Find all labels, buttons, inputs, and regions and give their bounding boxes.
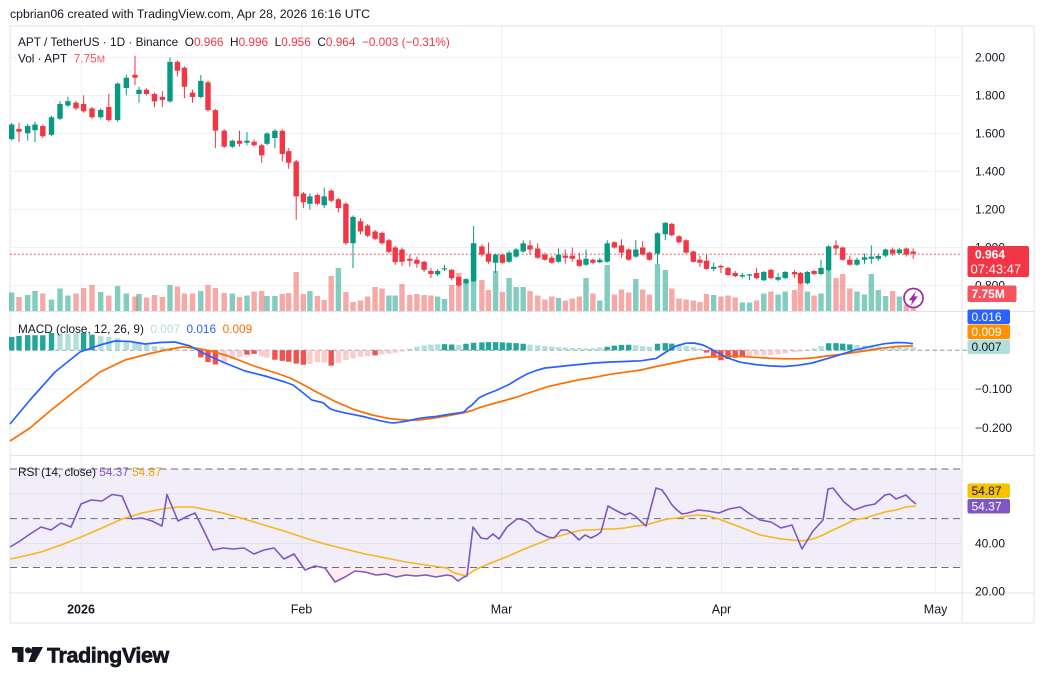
svg-text:Vol · APT 7.75M: Vol · APT 7.75M: [18, 52, 105, 66]
svg-text:0.007: 0.007: [972, 340, 1002, 354]
svg-text:APT / TetherUS · 1D · Binance: APT / TetherUS · 1D · Binance O0.966 H0.…: [18, 35, 450, 49]
svg-text:TradingView: TradingView: [47, 644, 170, 668]
svg-text:7.75M: 7.75M: [972, 287, 1005, 301]
svg-text:20.00: 20.00: [975, 585, 1005, 599]
svg-text:cpbrian06 created with Trading: cpbrian06 created with TradingView.com, …: [10, 7, 370, 21]
svg-text:1.400: 1.400: [975, 165, 1005, 179]
svg-text:1.200: 1.200: [975, 203, 1005, 217]
svg-text:0.964: 0.964: [975, 248, 1005, 262]
svg-text:1.600: 1.600: [975, 127, 1005, 141]
svg-text:−0.100: −0.100: [975, 382, 1012, 396]
svg-text:Mar: Mar: [491, 603, 513, 617]
svg-text:MACD (close, 12, 26, 9) 0.007: MACD (close, 12, 26, 9) 0.007 0.016 0.00…: [18, 322, 252, 336]
svg-text:2026: 2026: [67, 603, 95, 617]
svg-text:40.00: 40.00: [975, 537, 1005, 551]
svg-text:Apr: Apr: [712, 603, 731, 617]
svg-text:0.016: 0.016: [972, 310, 1002, 324]
svg-text:0.009: 0.009: [972, 325, 1002, 339]
svg-text:1.800: 1.800: [975, 89, 1005, 103]
svg-text:−0.200: −0.200: [975, 421, 1012, 435]
svg-text:RSI (14, close) 54.37 54.87: RSI (14, close) 54.37 54.87: [18, 465, 162, 479]
svg-text:May: May: [924, 603, 948, 617]
svg-text:54.37: 54.37: [972, 500, 1002, 514]
svg-text:2.000: 2.000: [975, 51, 1005, 65]
svg-text:54.87: 54.87: [972, 484, 1002, 498]
svg-text:07:43:47: 07:43:47: [971, 262, 1022, 277]
svg-text:Feb: Feb: [291, 603, 313, 617]
